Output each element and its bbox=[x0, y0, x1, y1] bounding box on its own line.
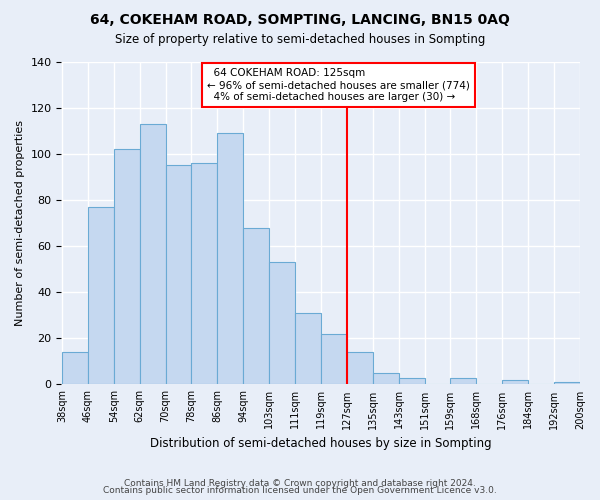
Text: 64, COKEHAM ROAD, SOMPTING, LANCING, BN15 0AQ: 64, COKEHAM ROAD, SOMPTING, LANCING, BN1… bbox=[90, 12, 510, 26]
Bar bbox=[269, 262, 295, 384]
Bar bbox=[554, 382, 580, 384]
Bar bbox=[502, 380, 528, 384]
Text: 64 COKEHAM ROAD: 125sqm  
← 96% of semi-detached houses are smaller (774)
  4% o: 64 COKEHAM ROAD: 125sqm ← 96% of semi-de… bbox=[207, 68, 470, 102]
Bar bbox=[88, 207, 114, 384]
Text: Size of property relative to semi-detached houses in Sompting: Size of property relative to semi-detach… bbox=[115, 32, 485, 46]
Bar bbox=[114, 149, 140, 384]
X-axis label: Distribution of semi-detached houses by size in Sompting: Distribution of semi-detached houses by … bbox=[150, 437, 492, 450]
Bar bbox=[451, 378, 476, 384]
Bar bbox=[166, 166, 191, 384]
Bar bbox=[373, 373, 398, 384]
Bar bbox=[217, 133, 243, 384]
Bar bbox=[191, 163, 217, 384]
Bar bbox=[140, 124, 166, 384]
Y-axis label: Number of semi-detached properties: Number of semi-detached properties bbox=[15, 120, 25, 326]
Bar bbox=[62, 352, 88, 384]
Text: Contains HM Land Registry data © Crown copyright and database right 2024.: Contains HM Land Registry data © Crown c… bbox=[124, 478, 476, 488]
Bar bbox=[347, 352, 373, 384]
Bar bbox=[398, 378, 425, 384]
Text: Contains public sector information licensed under the Open Government Licence v3: Contains public sector information licen… bbox=[103, 486, 497, 495]
Bar bbox=[243, 228, 269, 384]
Bar bbox=[295, 313, 321, 384]
Bar bbox=[321, 334, 347, 384]
